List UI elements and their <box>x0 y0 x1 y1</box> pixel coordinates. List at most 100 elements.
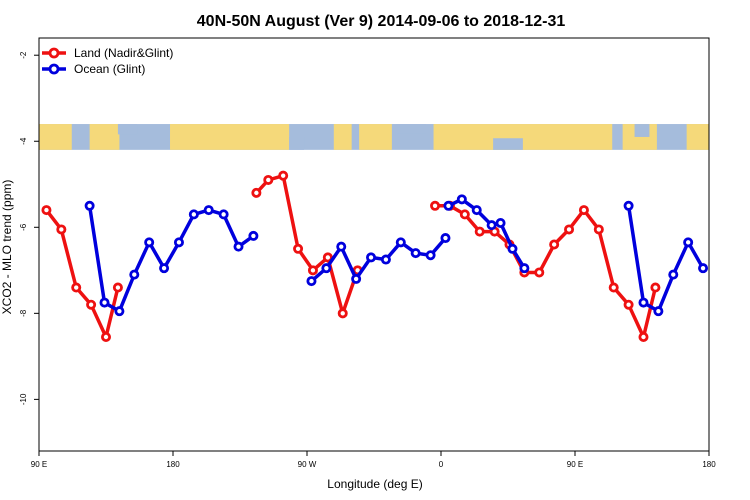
x-tick-label: 0 <box>439 460 444 469</box>
land-data-point <box>578 205 589 216</box>
legend-land-label: Land (Nadir&Glint) <box>74 46 173 60</box>
land-data-point <box>623 299 634 310</box>
ocean-data-point <box>380 254 391 265</box>
map-water-region <box>634 124 650 137</box>
land-data-point <box>337 308 348 319</box>
ocean-data-point <box>440 233 451 244</box>
land-data-point <box>293 243 304 254</box>
ocean-data-point <box>336 241 347 252</box>
ocean-data-point <box>638 297 649 308</box>
ocean-data-point <box>698 263 709 274</box>
ocean-data-point <box>471 205 482 216</box>
ocean-data-point <box>366 252 377 263</box>
land-data-point <box>251 187 262 198</box>
map-land-region <box>333 124 352 150</box>
ocean-data-point <box>410 248 421 259</box>
land-data-point <box>41 205 52 216</box>
ocean-data-point <box>321 263 332 274</box>
land-data-point <box>534 267 545 278</box>
ocean-data-point <box>173 237 184 248</box>
ocean-data-point <box>425 250 436 261</box>
y-tick-label: -10 <box>19 393 28 405</box>
land-data-point <box>101 331 112 342</box>
land-data-point <box>608 282 619 293</box>
legend-ocean-marker <box>48 63 60 75</box>
x-tick-label: 90 E <box>567 460 583 469</box>
legend-land-marker <box>48 47 60 59</box>
map-land-region <box>170 124 290 150</box>
ocean-data-point <box>114 306 125 317</box>
x-tick-label: 90 E <box>31 460 47 469</box>
ocean-data-point <box>443 200 454 211</box>
ocean-data-point <box>486 220 497 231</box>
plot-frame <box>38 37 710 452</box>
land-series-line <box>433 204 658 339</box>
ocean-data-point <box>188 209 199 220</box>
land-data-point <box>459 209 470 220</box>
ocean-data-point <box>495 217 506 228</box>
map-land-region <box>686 124 709 150</box>
ocean-series-line <box>626 204 705 313</box>
ocean-series-line <box>87 204 256 313</box>
y-axis-label: XCO2 - MLO trend (ppm) <box>0 180 14 315</box>
ocean-data-point <box>233 241 244 252</box>
ocean-data-point <box>623 200 634 211</box>
land-data-point <box>474 226 485 237</box>
ocean-data-point <box>653 306 664 317</box>
y-tick-label: -8 <box>19 309 28 317</box>
map-water-region <box>289 136 305 150</box>
land-data-point <box>549 239 560 250</box>
world-map-strip <box>39 124 709 150</box>
ocean-data-point <box>351 273 362 284</box>
ocean-data-point <box>218 209 229 220</box>
series-layer <box>41 170 709 342</box>
ocean-data-point <box>306 276 317 287</box>
chart-title: 40N-50N August (Ver 9) 2014-09-06 to 201… <box>197 13 566 30</box>
ocean-data-point <box>456 194 467 205</box>
land-data-point <box>278 170 289 181</box>
map-water-region <box>493 138 523 150</box>
x-tick-label: 180 <box>166 460 180 469</box>
ocean-data-point <box>99 297 110 308</box>
map-land-region <box>39 124 72 150</box>
legend-ocean-label: Ocean (Glint) <box>74 62 145 76</box>
ocean-data-point <box>683 237 694 248</box>
x-axis: 90 E 180 90 W 0 90 E 180 <box>31 451 716 469</box>
ocean-data-point <box>203 205 214 216</box>
land-data-point <box>593 224 604 235</box>
ocean-data-point <box>668 269 679 280</box>
ocean-data-point <box>507 243 518 254</box>
map-water-region <box>117 124 138 135</box>
ocean-data-point <box>519 263 530 274</box>
x-tick-label: 180 <box>702 460 716 469</box>
land-data-point <box>430 200 441 211</box>
land-data-point <box>263 174 274 185</box>
y-axis: -2 -4 -6 -8 -10 <box>19 51 39 405</box>
land-data-point <box>56 224 67 235</box>
map-land-region <box>359 124 392 150</box>
land-data-point <box>322 252 333 263</box>
map-water-region <box>396 124 427 134</box>
land-data-point <box>86 299 97 310</box>
land-data-point <box>564 224 575 235</box>
land-data-point <box>307 265 318 276</box>
y-tick-label: -2 <box>19 51 28 59</box>
ocean-data-point <box>144 237 155 248</box>
y-tick-label: -6 <box>19 223 28 231</box>
ocean-data-point <box>84 200 95 211</box>
land-data-point <box>71 282 82 293</box>
y-tick-label: -4 <box>19 137 28 145</box>
ocean-data-point <box>248 230 259 241</box>
ocean-data-point <box>159 263 170 274</box>
map-land-region <box>89 124 120 150</box>
x-tick-label: 90 W <box>298 460 317 469</box>
land-data-point <box>638 331 649 342</box>
ocean-data-point <box>395 237 406 248</box>
legend: Land (Nadir&Glint) Ocean (Glint) <box>42 46 173 76</box>
x-axis-label: Longitude (deg E) <box>327 477 422 491</box>
land-data-point <box>112 282 123 293</box>
ocean-data-point <box>129 269 140 280</box>
land-data-point <box>650 282 661 293</box>
ocean-series-line <box>309 236 448 283</box>
